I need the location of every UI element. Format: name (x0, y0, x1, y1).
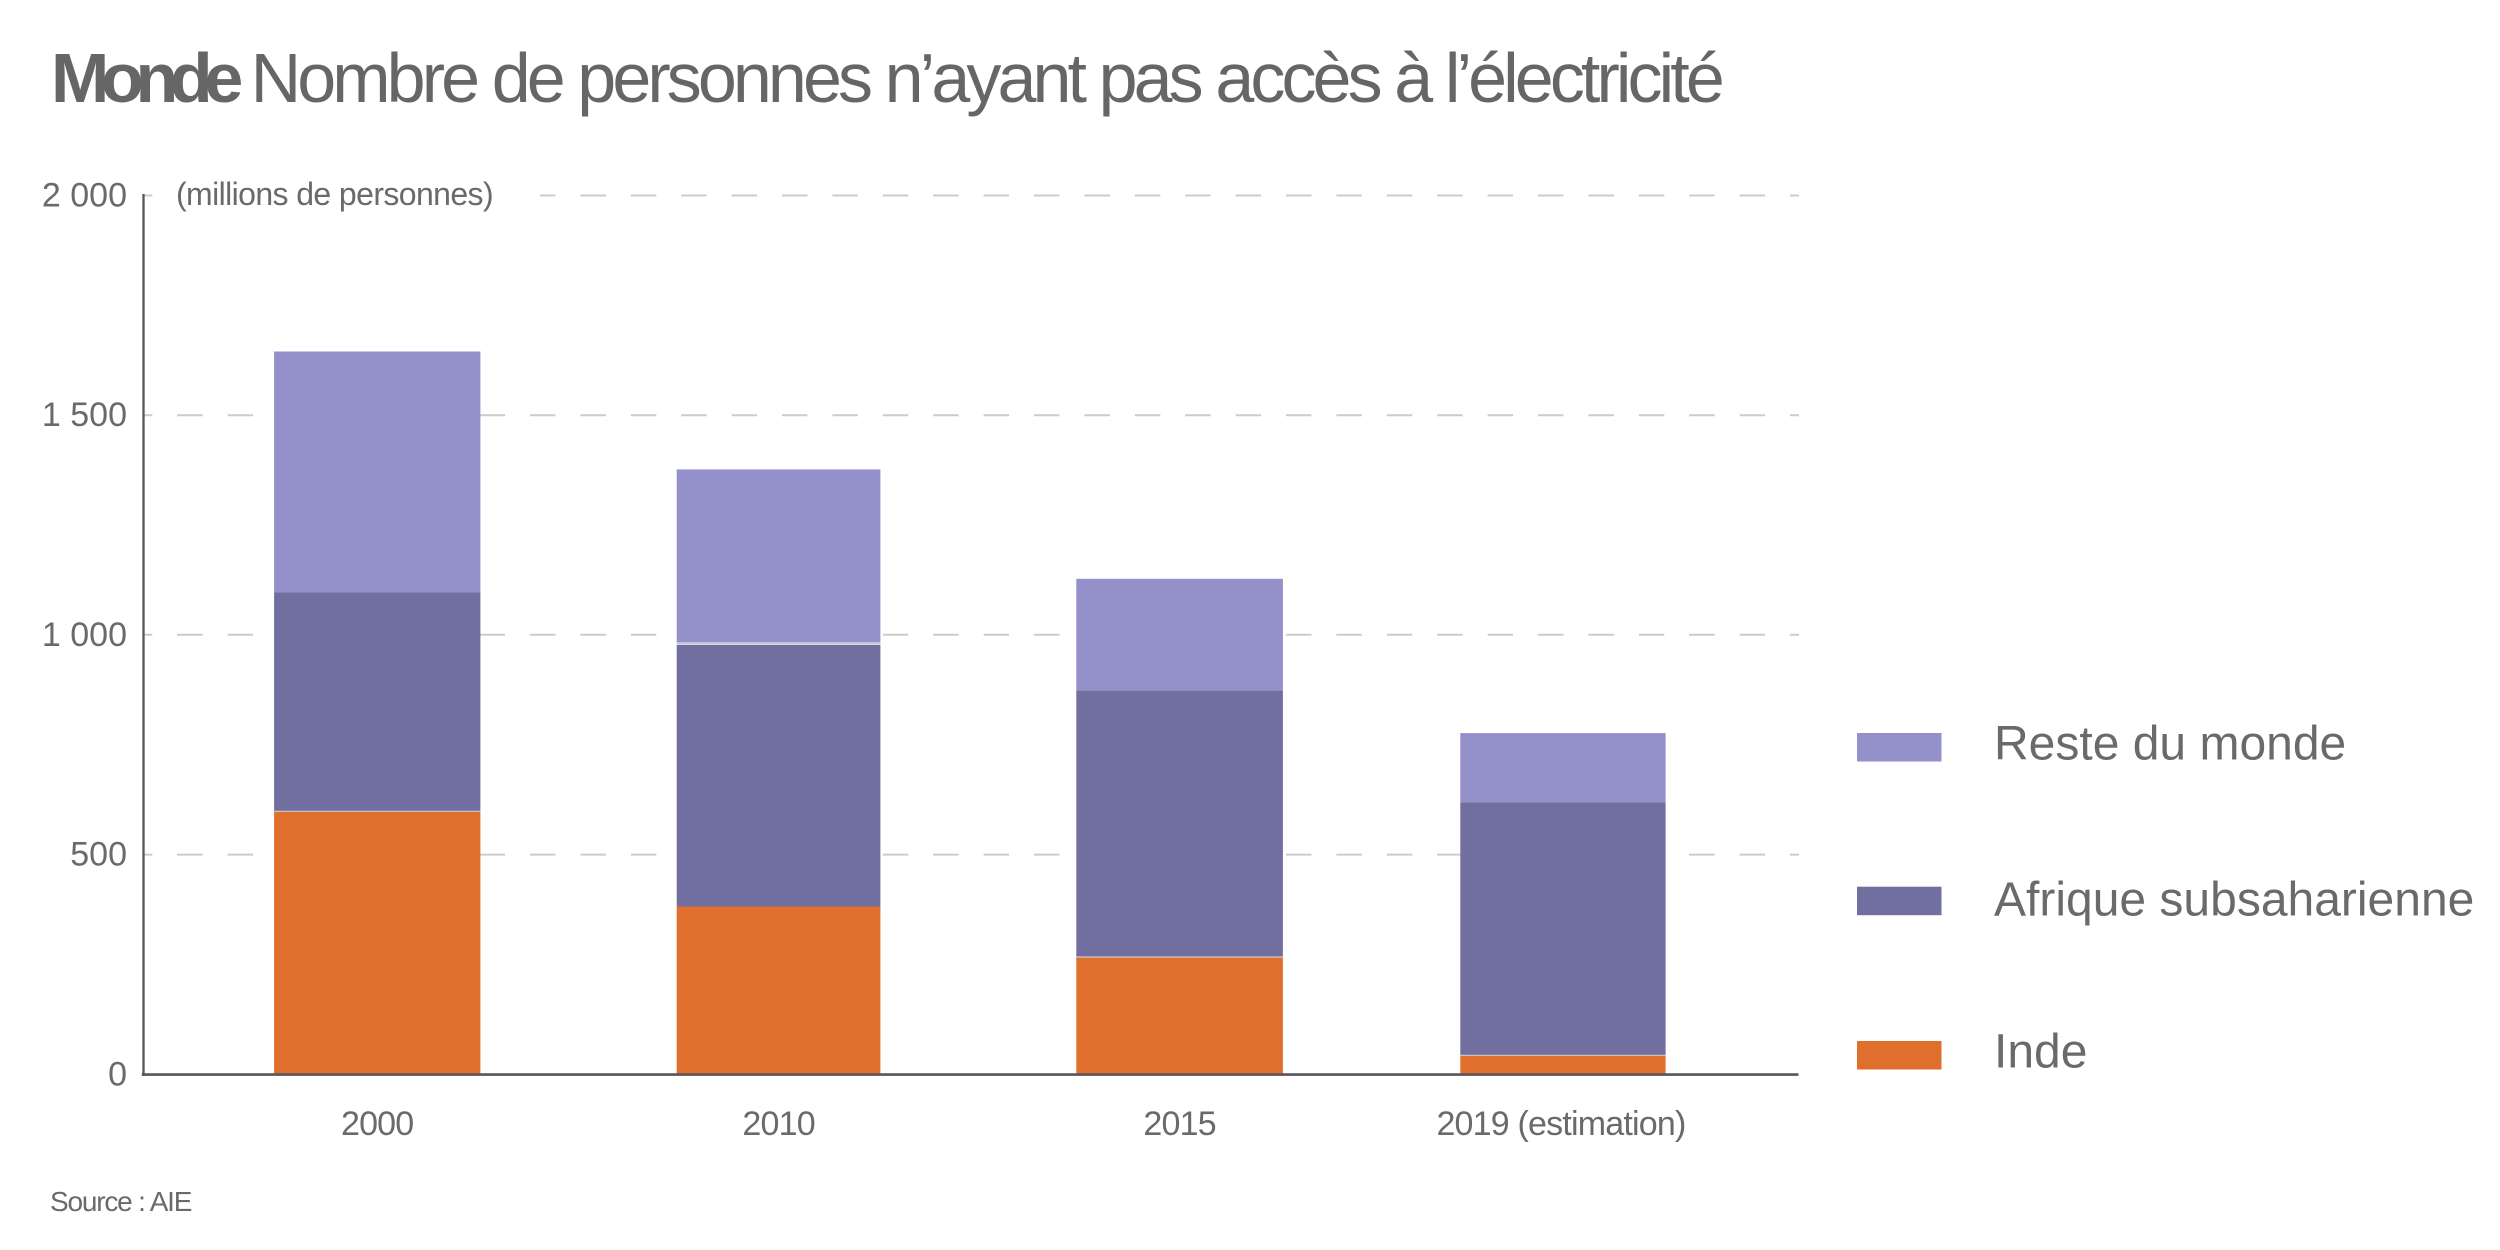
svg-text:2019 (estimation): 2019 (estimation) (1436, 1105, 1685, 1143)
svg-text:(millions de personnes): (millions de personnes) (176, 176, 493, 212)
svg-text:2000: 2000 (341, 1105, 413, 1143)
svg-text:1 000: 1 000 (42, 616, 127, 654)
svg-text:500: 500 (70, 836, 127, 874)
svg-text:2010: 2010 (742, 1105, 814, 1143)
svg-text:1 500: 1 500 (42, 396, 127, 434)
svg-text:Monde Nombre de personnes n’ay: Monde Nombre de personnes n’ayant pas ac… (51, 39, 1722, 117)
svg-text:Afrique subsaharienne: Afrique subsaharienne (1994, 874, 2474, 927)
svg-text:2015: 2015 (1143, 1105, 1215, 1143)
svg-text:2 000: 2 000 (42, 177, 127, 215)
svg-text:Source : AIE: Source : AIE (50, 1186, 192, 1217)
svg-text:Reste du monde: Reste du monde (1994, 718, 2346, 771)
svg-text:0: 0 (108, 1056, 127, 1094)
svg-text:Inde: Inde (1994, 1026, 2087, 1079)
